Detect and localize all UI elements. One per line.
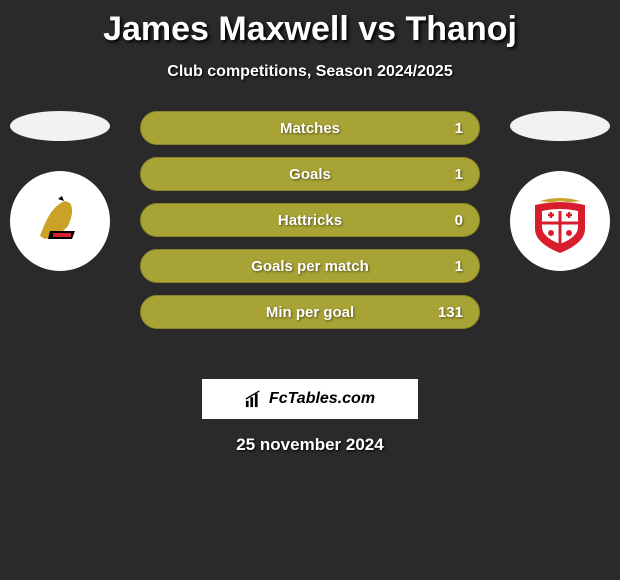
stat-bar-goals-per-match: Goals per match 1 (140, 249, 480, 283)
stat-value: 1 (455, 120, 463, 137)
left-ellipse-decor (10, 111, 110, 141)
stat-bar-matches: Matches 1 (140, 111, 480, 145)
stat-label: Goals per match (251, 258, 369, 275)
stat-bar-min-per-goal: Min per goal 131 (140, 295, 480, 329)
fctables-logo: FcTables.com (202, 379, 418, 419)
stat-label: Goals (289, 166, 331, 183)
stat-bar-hattricks: Hattricks 0 (140, 203, 480, 237)
page-title: James Maxwell vs Thanoj (0, 0, 620, 49)
bar-chart-icon (245, 390, 263, 408)
comparison-area: Matches 1 Goals 1 Hattricks 0 Goals per … (0, 111, 620, 371)
date-text: 25 november 2024 (0, 435, 620, 455)
stats-bars: Matches 1 Goals 1 Hattricks 0 Goals per … (140, 111, 480, 341)
stat-value: 1 (455, 166, 463, 183)
stat-label: Min per goal (266, 304, 354, 321)
stat-value: 1 (455, 258, 463, 275)
stat-value: 0 (455, 212, 463, 229)
subtitle: Club competitions, Season 2024/2025 (0, 63, 620, 81)
right-ellipse-decor (510, 111, 610, 141)
kettering-crest-icon (520, 181, 600, 261)
doncaster-crest-icon (20, 181, 100, 261)
stat-bar-goals: Goals 1 (140, 157, 480, 191)
left-club-crest (10, 171, 110, 271)
stat-label: Matches (280, 120, 340, 137)
stat-value: 131 (438, 304, 463, 321)
right-club-crest (510, 171, 610, 271)
stat-label: Hattricks (278, 212, 342, 229)
logo-text: FcTables.com (269, 390, 375, 408)
